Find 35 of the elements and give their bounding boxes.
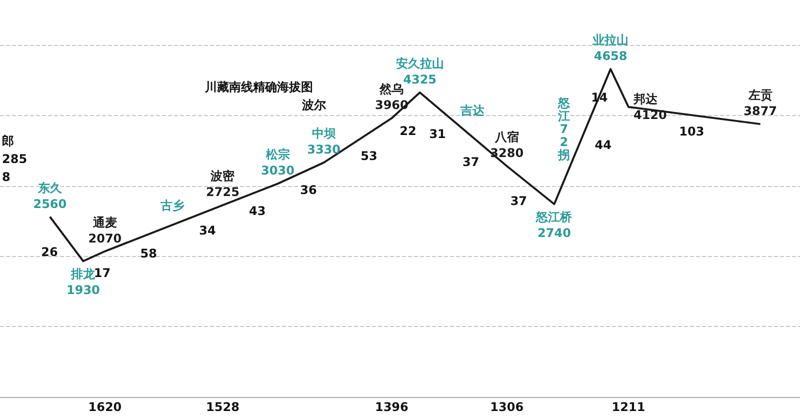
text: 波尔	[301, 98, 327, 112]
annotation: 吉达	[460, 104, 486, 118]
annotation: 43	[249, 204, 266, 218]
x-tick-label: 1620	[88, 400, 122, 414]
annotation: 103	[679, 124, 704, 139]
annotation: 44	[594, 138, 612, 152]
annotation: 37	[510, 194, 528, 208]
data-label: 通麦 2070	[88, 215, 122, 246]
data-label: 松宗 3030	[261, 148, 294, 178]
annotation: 17	[94, 266, 111, 280]
text: 川藏南线精确海拔图	[204, 80, 313, 94]
annotation: 26	[41, 244, 58, 259]
x-tick-label: 1306	[490, 400, 524, 414]
data-label: 左贡 3877	[744, 88, 778, 118]
annotation: 8	[2, 170, 10, 184]
annotation: 古乡	[160, 198, 185, 213]
x-tick-label: 1396	[374, 400, 408, 414]
data-label: 波密 2725	[206, 169, 240, 200]
annotation: 53	[360, 149, 378, 164]
annotation: 22	[400, 124, 416, 138]
data-label: 东久 2560	[33, 180, 67, 211]
annotation: 郎	[2, 134, 14, 148]
annotation: 58	[140, 246, 157, 260]
annotation: 36	[300, 182, 317, 197]
x-tick-label: 1528	[206, 400, 240, 414]
x-tick-label: 1211	[612, 400, 646, 414]
annotation: 怒江72拐	[556, 96, 571, 162]
annotation: 34	[199, 223, 216, 238]
annotation: 285	[2, 152, 28, 166]
data-label: 业拉山 4658	[592, 33, 629, 64]
annotation: 37	[462, 154, 480, 169]
data-label: 怒江桥 2740	[535, 210, 574, 240]
data-label: 中坝 3330	[307, 126, 341, 157]
data-label: 八宿 3280	[490, 130, 524, 160]
annotation: 31	[429, 126, 446, 141]
